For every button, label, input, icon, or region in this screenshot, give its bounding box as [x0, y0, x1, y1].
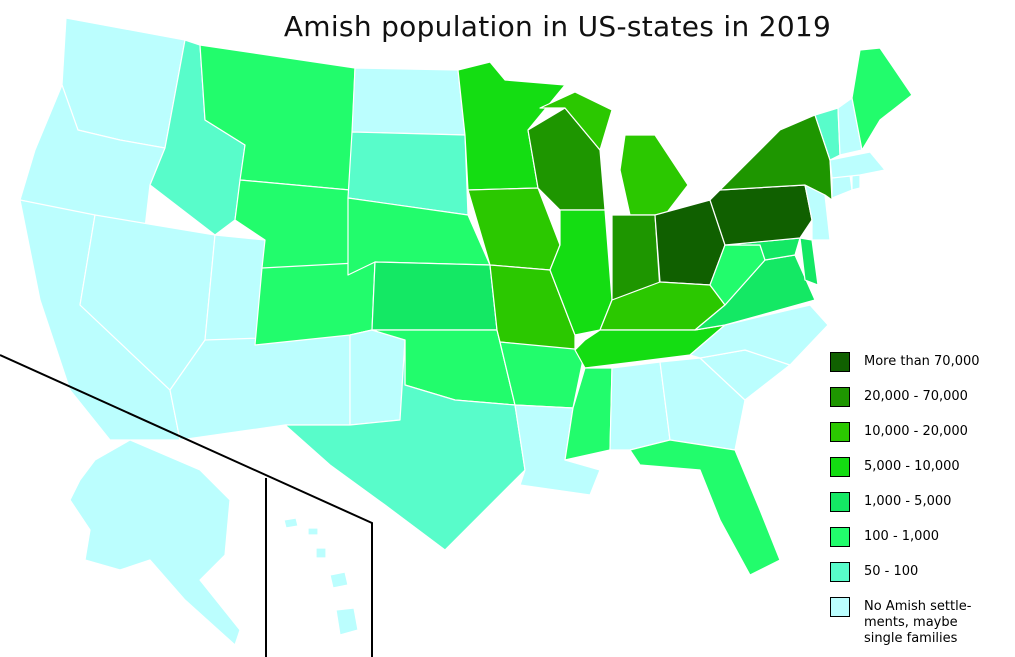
state-maine[interactable] [851, 47, 913, 151]
legend-item: 100 - 1,000 [830, 527, 939, 547]
legend-swatch [830, 457, 850, 477]
state-alaska[interactable] [69, 439, 241, 646]
legend-swatch [830, 597, 850, 617]
legend-swatch [830, 387, 850, 407]
state-connecticut[interactable] [831, 174, 853, 199]
state-kansas[interactable] [371, 261, 498, 331]
state-florida[interactable] [629, 439, 781, 576]
state-new-york[interactable] [719, 114, 833, 201]
state-georgia[interactable] [659, 357, 746, 451]
legend-label: 20,000 - 70,000 [864, 389, 968, 404]
map-title: Amish population in US-states in 2019 [283, 10, 832, 43]
inset-divider-line [0, 354, 373, 657]
state-colorado[interactable] [254, 261, 376, 346]
state-rhode-island[interactable] [851, 174, 861, 191]
state-hawaii[interactable] [283, 517, 359, 636]
legend-label: 1,000 - 5,000 [864, 494, 952, 509]
legend-label: 100 - 1,000 [864, 529, 939, 544]
state-arkansas[interactable] [499, 341, 586, 409]
legend-item: No Amish settle- ments, maybe single fam… [830, 597, 971, 647]
legend-label: 5,000 - 10,000 [864, 459, 960, 474]
legend-label: No Amish settle- ments, maybe single fam… [864, 599, 972, 646]
state-texas[interactable] [284, 339, 526, 551]
legend-item: 1,000 - 5,000 [830, 492, 951, 512]
state-massachusetts[interactable] [829, 151, 886, 179]
legend-item: 10,000 - 20,000 [830, 422, 968, 442]
state-illinois[interactable] [549, 209, 613, 336]
legend-label: 10,000 - 20,000 [864, 424, 968, 439]
state-north-dakota[interactable] [351, 67, 466, 136]
state-arizona[interactable] [169, 334, 351, 441]
state-washington[interactable] [61, 17, 186, 149]
legend-label: More than 70,000 [864, 354, 980, 369]
legend-swatch [830, 422, 850, 442]
legend-swatch [830, 492, 850, 512]
legend-item: 5,000 - 10,000 [830, 457, 960, 477]
state-mississippi[interactable] [564, 367, 613, 461]
state-pennsylvania[interactable] [709, 184, 813, 246]
legend-item: 50 - 100 [830, 562, 918, 582]
legend-swatch [830, 562, 850, 582]
state-delaware[interactable] [799, 237, 819, 286]
legend-swatch [830, 352, 850, 372]
state-new-mexico[interactable] [349, 329, 406, 426]
legend-item: 20,000 - 70,000 [830, 387, 968, 407]
legend-label: 50 - 100 [864, 564, 919, 579]
legend-swatch [830, 527, 850, 547]
state-alabama[interactable] [609, 361, 671, 451]
legend-item: More than 70,000 [830, 352, 980, 372]
